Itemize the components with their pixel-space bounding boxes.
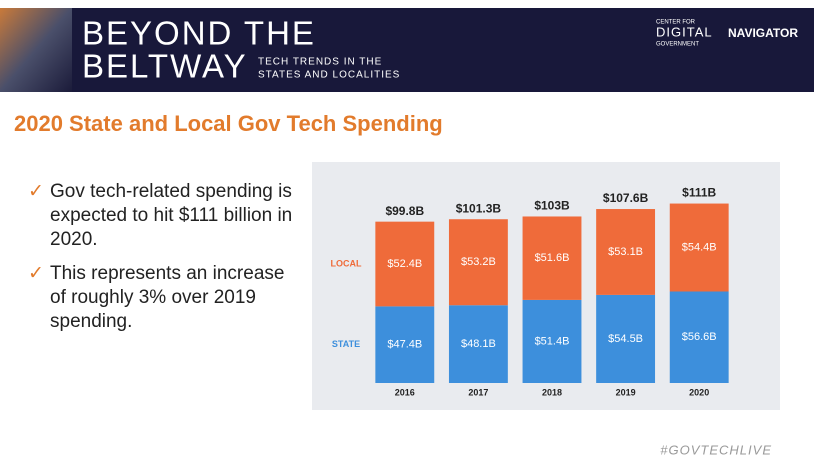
bullet-text: Gov tech-related spending is expected to… xyxy=(50,181,293,250)
bar-segment xyxy=(596,294,656,383)
header-title: BEYOND THE xyxy=(82,15,316,52)
bar-segment xyxy=(522,299,582,383)
bullet: ✓ This represents an increase of roughly … xyxy=(28,262,298,334)
x-tick-label: 2016 xyxy=(395,387,415,397)
value-label: $52.4B xyxy=(387,258,422,270)
total-label: $107.6B xyxy=(603,191,649,205)
slide-title: 2020 State and Local Gov Tech Spending xyxy=(14,111,443,136)
header-title: BELTWAY xyxy=(82,48,248,85)
value-label: $56.6B xyxy=(682,331,717,343)
header-band xyxy=(0,8,814,92)
x-tick-label: 2019 xyxy=(616,387,636,397)
bullet-text: This represents an increase of roughly 3… xyxy=(50,263,285,332)
series-label: STATE xyxy=(332,339,360,349)
logo-text: DIGITAL xyxy=(656,24,713,39)
x-tick-label: 2017 xyxy=(468,387,488,397)
value-label: $51.4B xyxy=(535,335,570,347)
value-label: $51.6B xyxy=(535,252,570,264)
value-label: $54.4B xyxy=(682,241,717,253)
bar-segment xyxy=(448,305,508,383)
series-label: LOCAL xyxy=(331,258,362,268)
value-label: $48.1B xyxy=(461,338,496,350)
value-label: $54.5B xyxy=(608,333,643,345)
logo-text: NAVIGATOR xyxy=(728,26,798,40)
logo-text: GOVERNMENT xyxy=(656,42,699,48)
total-label: $101.3B xyxy=(456,201,502,215)
bar-segment xyxy=(448,219,508,306)
header-image xyxy=(0,8,72,92)
logo-text: CENTER FOR xyxy=(656,20,696,26)
bar-segment xyxy=(669,203,729,292)
x-tick-label: 2020 xyxy=(689,387,709,397)
value-label: $47.4B xyxy=(387,339,422,351)
total-label: $103B xyxy=(534,199,570,213)
header-tagline: TECH TRENDS IN THE xyxy=(258,57,382,68)
bar-segment xyxy=(375,306,435,383)
footer-hashtag: #GOVTECHLIVE xyxy=(660,442,772,457)
bullet-list: ✓ Gov tech-related spending is expected t… xyxy=(28,180,298,334)
bar-segment xyxy=(522,216,582,300)
x-tick-label: 2018 xyxy=(542,387,562,397)
bar-segment xyxy=(375,221,435,307)
bar-segment xyxy=(669,291,729,383)
value-label: $53.2B xyxy=(461,256,496,268)
total-label: $99.8B xyxy=(385,204,424,218)
bar-segment xyxy=(596,209,656,295)
total-label: $111B xyxy=(682,186,716,200)
value-label: $53.1B xyxy=(608,246,643,258)
bullet: ✓ Gov tech-related spending is expected t… xyxy=(28,180,298,252)
header-tagline: STATES AND LOCALITIES xyxy=(258,70,400,81)
